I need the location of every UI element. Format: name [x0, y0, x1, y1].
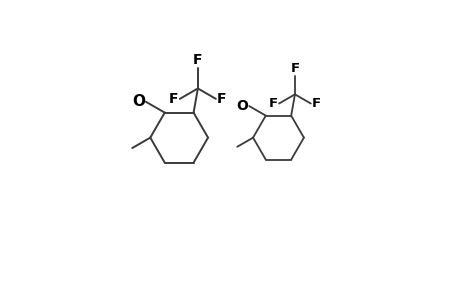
Text: F: F — [269, 97, 278, 110]
Text: O: O — [236, 99, 248, 113]
Text: F: F — [290, 62, 299, 75]
Text: F: F — [193, 52, 202, 67]
Text: F: F — [311, 97, 320, 110]
Text: F: F — [217, 92, 226, 106]
Text: O: O — [132, 94, 145, 109]
Text: F: F — [169, 92, 178, 106]
